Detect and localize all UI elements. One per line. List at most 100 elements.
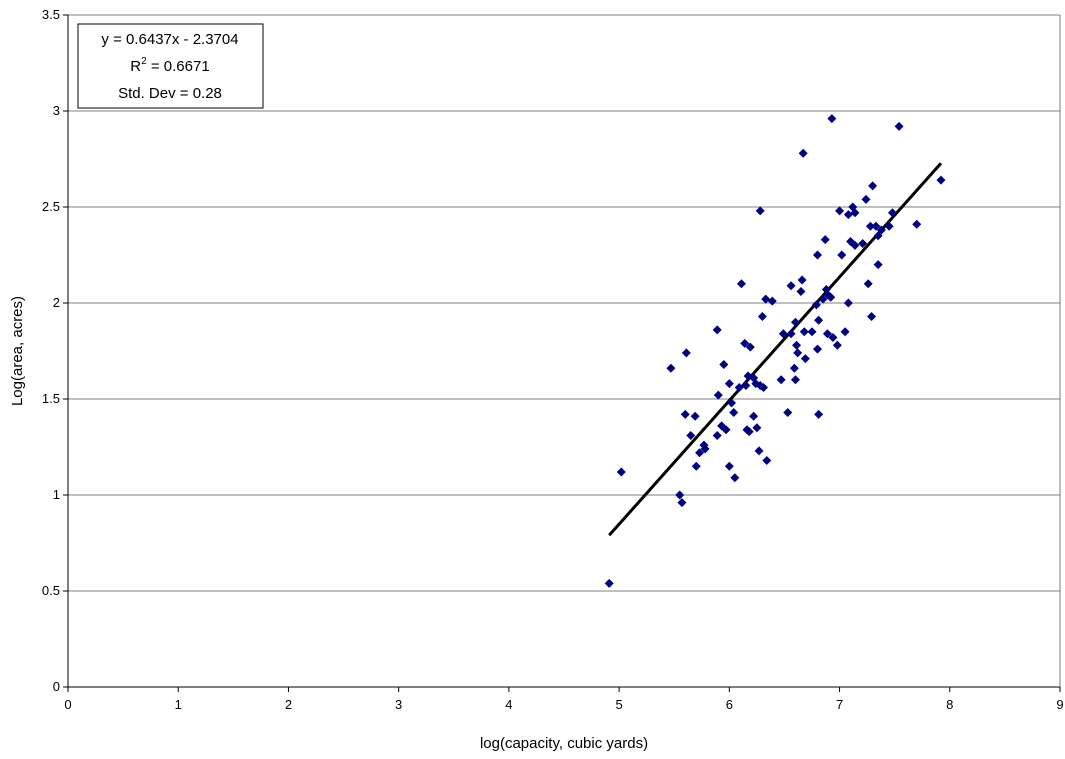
data-point <box>741 381 751 391</box>
y-axis-title: Log(area, acres) <box>9 296 26 406</box>
regression-annotation-box: y = 0.6437x - 2.3704 R2 = 0.6671 Std. De… <box>77 23 264 109</box>
x-tick-label: 6 <box>726 697 733 712</box>
data-point <box>807 327 817 337</box>
data-point <box>767 296 777 306</box>
data-point <box>814 409 824 419</box>
data-point <box>884 221 894 231</box>
data-point <box>835 206 845 216</box>
data-point <box>843 298 853 308</box>
data-point <box>686 430 696 440</box>
data-point <box>876 225 886 235</box>
x-tick-label: 9 <box>1056 697 1063 712</box>
data-point <box>700 444 710 454</box>
data-point <box>762 455 772 465</box>
data-point <box>755 206 765 216</box>
data-point <box>680 409 690 419</box>
data-point <box>873 231 883 241</box>
data-point <box>616 467 626 477</box>
data-point <box>786 281 796 291</box>
r-squared-value: = 0.6671 <box>147 58 210 75</box>
x-tick-label: 2 <box>285 697 292 712</box>
y-tick-label: 3.5 <box>42 7 60 22</box>
data-point <box>675 490 685 500</box>
data-point <box>712 430 722 440</box>
data-point <box>666 363 676 373</box>
data-point <box>690 411 700 421</box>
data-point <box>832 340 842 350</box>
data-point <box>719 359 729 369</box>
axes <box>63 14 1061 692</box>
r-squared-letter: R <box>130 58 141 75</box>
data-point <box>724 461 734 471</box>
data-point <box>828 333 838 343</box>
data-point <box>873 260 883 270</box>
data-point <box>813 344 823 354</box>
data-point <box>789 363 799 373</box>
data-point <box>867 311 877 321</box>
data-point <box>818 294 828 304</box>
data-point <box>712 325 722 335</box>
data-point <box>681 348 691 358</box>
plot-area <box>68 15 1060 687</box>
y-tick-label: 2.5 <box>42 199 60 214</box>
data-point <box>796 286 806 296</box>
data-point <box>752 423 762 433</box>
data-point <box>792 340 802 350</box>
y-tick-label: 1.5 <box>42 391 60 406</box>
data-point <box>799 327 809 337</box>
x-tick-label: 5 <box>615 697 622 712</box>
data-point <box>713 390 723 400</box>
annotation-box-border <box>77 23 264 109</box>
r-squared-superscript: 2 <box>141 56 147 67</box>
data-point <box>814 315 824 325</box>
data-point <box>744 427 754 437</box>
data-point <box>730 473 740 483</box>
data-point <box>778 329 788 339</box>
data-point <box>783 407 793 417</box>
data-point <box>850 240 860 250</box>
data-point <box>734 382 744 392</box>
data-point <box>826 292 836 302</box>
data-point <box>604 578 614 588</box>
y-tick-label: 2 <box>53 295 60 310</box>
data-point <box>798 148 808 158</box>
x-tick-label: 8 <box>946 697 953 712</box>
data-point <box>840 327 850 337</box>
x-tick-label: 7 <box>836 697 843 712</box>
data-point <box>837 250 847 260</box>
r-squared-label: R2 = 0.6671 <box>130 56 209 75</box>
data-point <box>757 311 767 321</box>
regression-equation: y = 0.6437x - 2.3704 <box>101 31 238 48</box>
data-point <box>800 354 810 364</box>
data-point <box>776 375 786 385</box>
data-point <box>865 221 875 231</box>
data-point <box>695 448 705 458</box>
y-tick-label: 3 <box>53 103 60 118</box>
std-dev-label: Std. Dev = 0.28 <box>118 85 222 102</box>
x-tick-label: 4 <box>505 697 512 712</box>
data-point <box>790 375 800 385</box>
data-point <box>813 250 823 260</box>
x-tick-label: 0 <box>64 697 71 712</box>
data-point <box>740 338 750 348</box>
data-point <box>887 208 897 218</box>
data-point <box>827 114 837 124</box>
y-tick-label: 0.5 <box>42 583 60 598</box>
data-point <box>691 461 701 471</box>
tick-labels: 0 0.5 1 1.5 2 2.5 3 3.5 0 1 2 3 4 5 6 7 8 9 <box>42 7 1064 712</box>
y-tick-label: 0 <box>53 679 60 694</box>
data-points <box>604 114 946 588</box>
data-point <box>822 329 832 339</box>
data-point <box>749 411 759 421</box>
data-point <box>871 221 881 231</box>
data-point <box>912 219 922 229</box>
data-point <box>811 300 821 310</box>
data-point <box>754 446 764 456</box>
data-point <box>936 175 946 185</box>
data-point <box>820 235 830 245</box>
data-point <box>793 348 803 358</box>
data-point <box>894 121 904 131</box>
y-tick-label: 1 <box>53 487 60 502</box>
data-point <box>729 407 739 417</box>
data-point <box>861 194 871 204</box>
